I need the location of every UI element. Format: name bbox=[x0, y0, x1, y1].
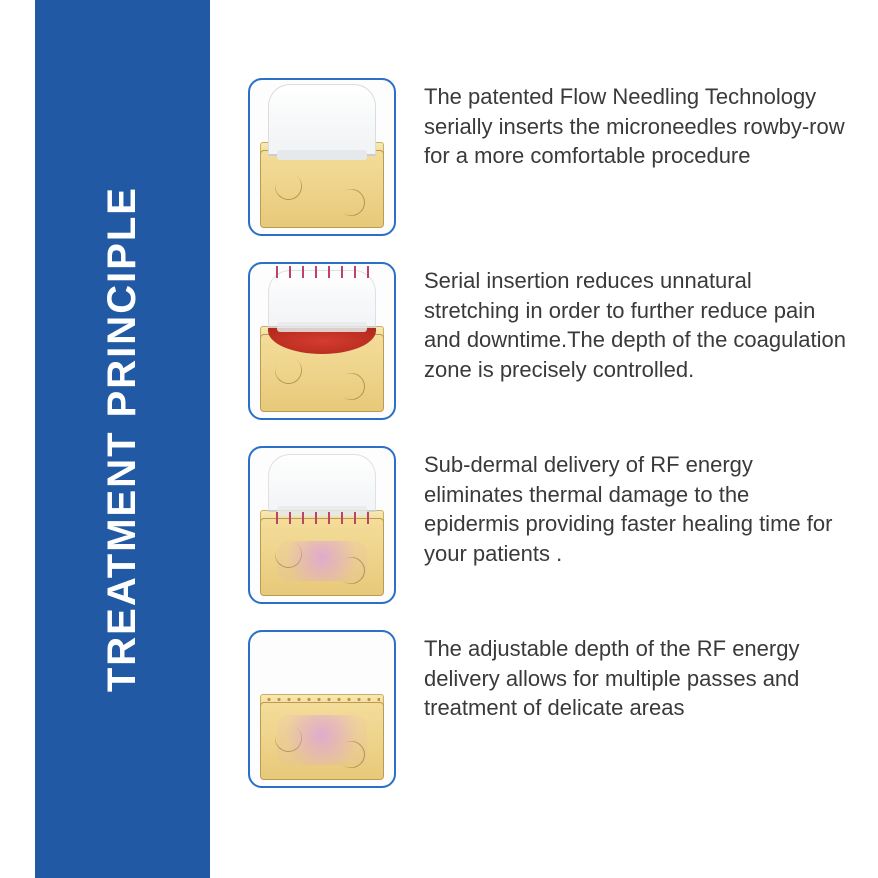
steps-list: The patented Flow Needling Technology se… bbox=[248, 78, 848, 814]
step-2-illustration bbox=[248, 262, 396, 420]
sidebar-title: TREATMENT PRINCIPLE bbox=[100, 186, 145, 692]
step-row: Sub-dermal delivery of RF energy elimina… bbox=[248, 446, 848, 604]
step-3-description: Sub-dermal delivery of RF energy elimina… bbox=[424, 446, 848, 569]
sidebar: TREATMENT PRINCIPLE bbox=[35, 0, 210, 878]
step-3-illustration bbox=[248, 446, 396, 604]
step-1-description: The patented Flow Needling Technology se… bbox=[424, 78, 848, 171]
step-4-description: The adjustable depth of the RF energy de… bbox=[424, 630, 848, 723]
step-2-description: Serial insertion reduces unnatural stret… bbox=[424, 262, 848, 385]
step-row: Serial insertion reduces unnatural stret… bbox=[248, 262, 848, 420]
step-1-illustration bbox=[248, 78, 396, 236]
step-4-illustration bbox=[248, 630, 396, 788]
step-row: The patented Flow Needling Technology se… bbox=[248, 78, 848, 236]
step-row: The adjustable depth of the RF energy de… bbox=[248, 630, 848, 788]
